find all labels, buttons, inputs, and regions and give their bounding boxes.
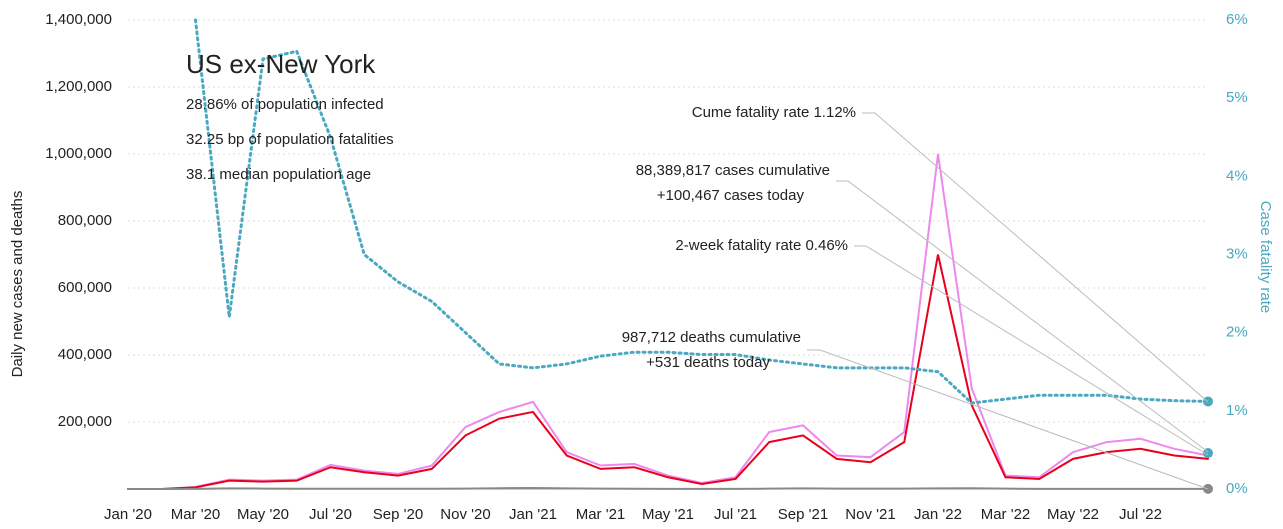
annotation: 2-week fatality rate 0.46% xyxy=(675,237,848,254)
leader-line xyxy=(854,245,1209,456)
subtitle: 38.1 median population age xyxy=(186,166,371,183)
subtitle: 28.86% of population infected xyxy=(186,96,384,113)
y-tick-label: 1,400,000 xyxy=(45,11,112,28)
x-tick-label: May '20 xyxy=(237,506,289,523)
annotation: +531 deaths today xyxy=(646,354,770,371)
x-tick-label: Jul '21 xyxy=(714,506,757,523)
annotation: Cume fatality rate 1.12% xyxy=(692,104,856,121)
y-tick-label: 400,000 xyxy=(58,346,112,363)
series-line xyxy=(127,487,1209,490)
annotation: 88,389,817 cases cumulative xyxy=(636,162,830,179)
y2-tick-label: 0% xyxy=(1226,480,1248,497)
series-line xyxy=(194,18,1210,405)
x-tick-label: Jul '22 xyxy=(1119,506,1162,523)
chart-title: US ex-New York xyxy=(186,49,376,79)
x-tick-label: May '21 xyxy=(642,506,694,523)
subtitle: 32.25 bp of population fatalities xyxy=(186,131,394,148)
y-tick-label: 600,000 xyxy=(58,279,112,296)
y2-tick-label: 5% xyxy=(1226,89,1248,106)
x-tick-label: Jan '20 xyxy=(104,506,152,523)
series-line xyxy=(127,254,1209,490)
y2-axis-label: Case fatality rate xyxy=(1257,201,1274,314)
x-tick-label: Jan '22 xyxy=(914,506,962,523)
y2-tick-label: 3% xyxy=(1226,245,1248,262)
y-tick-label: 1,200,000 xyxy=(45,78,112,95)
y2-tick-label: 4% xyxy=(1226,167,1248,184)
y2-tick-label: 6% xyxy=(1226,11,1248,28)
annotation: 987,712 deaths cumulative xyxy=(622,329,801,346)
x-tick-label: Sep '20 xyxy=(373,506,423,523)
x-tick-label: Nov '20 xyxy=(440,506,490,523)
annotations: Cume fatality rate 1.12% 88,389,817 case… xyxy=(622,104,1209,490)
x-tick-label: Mar '20 xyxy=(171,506,221,523)
x-tick-label: Jul '20 xyxy=(309,506,352,523)
x-tick-label: Mar '22 xyxy=(981,506,1031,523)
y-axis-label: Daily new cases and deaths xyxy=(9,191,26,378)
y-tick-label: 1,000,000 xyxy=(45,145,112,162)
leader-line xyxy=(836,180,1209,453)
y-tick-label: 200,000 xyxy=(58,413,112,430)
x-tick-label: Sep '21 xyxy=(778,506,828,523)
x-tick-label: Nov '21 xyxy=(845,506,895,523)
y-tick-label: 800,000 xyxy=(58,212,112,229)
x-tick-label: Mar '21 xyxy=(576,506,626,523)
plot: 200,000 400,000 600,000 800,000 1,000,000 1,2… xyxy=(45,11,1247,523)
y2-tick-label: 1% xyxy=(1226,402,1248,419)
leader-line xyxy=(862,112,1209,403)
leader-line xyxy=(807,349,1209,490)
x-tick-label: Jan '21 xyxy=(509,506,557,523)
y2-tick-label: 2% xyxy=(1226,324,1248,341)
series-line xyxy=(127,153,1209,490)
x-tick-label: May '22 xyxy=(1047,506,1099,523)
annotation: +100,467 cases today xyxy=(657,187,805,204)
